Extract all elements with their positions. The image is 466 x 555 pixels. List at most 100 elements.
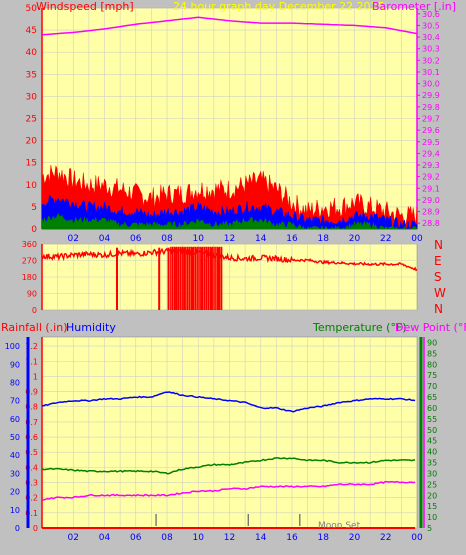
direction-y-tick-label: 270	[22, 257, 37, 266]
rainfall-y-tick-label: 1.2	[25, 342, 38, 351]
wind-y-tick-label: 30	[26, 92, 38, 102]
x-tick-label: 10	[193, 533, 205, 543]
wind-series-wind-minimum	[41, 212, 418, 230]
rainfall-y-tick-label: 0.7	[25, 418, 38, 427]
x-tick-label: 08	[161, 533, 173, 543]
barometer-y-tick-label: 29.4	[422, 149, 440, 158]
x-tick-label: 12	[224, 533, 235, 543]
wind-y-tick-label: 45	[26, 26, 37, 36]
barometer-y-tick-label: 29.7	[422, 115, 440, 124]
direction-y-tick-label: 360	[22, 240, 37, 249]
wind-y-tick-label: 5	[31, 203, 37, 213]
temperature-y-tick-label: 50	[427, 426, 437, 435]
rainfall-y-tick-label: 0	[33, 524, 38, 533]
x-tick-label: 14	[255, 533, 267, 543]
humidity-y-tick-label: 30	[10, 469, 20, 478]
climate-line-humidity	[41, 391, 416, 413]
temperature-y-tick-label: 70	[427, 382, 437, 391]
x-tick-label: 02	[68, 533, 79, 543]
barometer-y-tick-label: 29.5	[422, 138, 440, 147]
windspeed-title: Windspeed [mph]	[36, 0, 134, 13]
barometer-y-tick-label: 29.0	[422, 196, 440, 205]
x-tick-label: 20	[349, 234, 361, 244]
barometer-y-tick-label: 30.0	[422, 80, 440, 89]
x-tick-label: 22	[380, 234, 391, 244]
barometer-title: Barometer [.in]	[372, 0, 456, 13]
temperature-y-tick-label: 65	[427, 393, 437, 402]
compass-labels: N E S W N	[434, 238, 446, 316]
barometer-y-tick-label: 30.3	[422, 45, 440, 54]
humidity-y-tick-label: 70	[10, 397, 20, 406]
temperature-y-tick-label: 20	[427, 491, 437, 500]
x-tick-label: 04	[99, 234, 111, 244]
direction-y-tick-label: 90	[27, 290, 37, 299]
rainfall-title: Rainfall (.in)	[1, 321, 68, 334]
rainfall-y-tick-label: 0.4	[25, 463, 38, 472]
moon-set-annotation: Moon Set	[318, 521, 361, 531]
grid-lines	[42, 7, 417, 529]
x-tick-label: 04	[99, 533, 111, 543]
x-tick-label: 12	[224, 234, 235, 244]
dewpoint-title: Dew Point (°F)	[395, 321, 466, 334]
barometer-y-tick-label: 30.1	[422, 68, 440, 77]
wind-y-tick-label: 0	[31, 225, 37, 235]
climate-line-temperature-f-	[41, 457, 416, 475]
wind-y-tick-label: 15	[26, 159, 37, 169]
wind-y-tick-label: 20	[26, 137, 38, 147]
wind-y-tick-label: 10	[26, 181, 38, 191]
barometer-y-tick-label: 28.8	[422, 219, 440, 228]
temperature-y-tick-label: 40	[427, 448, 437, 457]
rainfall-y-tick-label: 0.9	[25, 388, 38, 397]
series	[41, 16, 418, 529]
wind-y-tick-label: 50	[26, 4, 38, 14]
wind-y-tick-label: 25	[26, 115, 37, 125]
compass-label-n-bottom: N	[434, 302, 443, 316]
x-tick-label: 06	[130, 533, 142, 543]
humidity-y-tick-label: 60	[10, 415, 20, 424]
barometer-y-tick-label: 29.2	[422, 173, 440, 182]
rainfall-y-tick-label: 0.8	[25, 403, 38, 412]
x-tick-label: 00	[411, 533, 423, 543]
barometer-y-tick-label: 29.9	[422, 91, 440, 100]
temperature-y-tick-label: 35	[427, 459, 437, 468]
barometer-line	[41, 16, 418, 36]
temperature-y-tick-label: 30	[427, 469, 437, 478]
barometer-y-tick-label: 30.6	[422, 10, 440, 19]
temperature-y-tick-label: 80	[427, 360, 437, 369]
barometer-y-tick-label: 29.8	[422, 103, 440, 112]
temperature-y-tick-label: 75	[427, 371, 437, 380]
temperature-y-tick-label: 90	[427, 338, 437, 347]
temperature-y-tick-label: 55	[427, 415, 437, 424]
x-tick-label: 06	[130, 234, 142, 244]
barometer-y-tick-label: 28.9	[422, 208, 440, 217]
x-tick-label: 10	[193, 234, 205, 244]
wind-y-tick-label: 40	[26, 48, 38, 58]
temperature-y-tick-label: 45	[427, 437, 437, 446]
x-tick-label: 20	[349, 533, 361, 543]
temperature-y-tick-label: 5	[427, 524, 432, 533]
rainfall-y-tick-label: 1.1	[25, 357, 38, 366]
direction-y-tick-label: 180	[22, 273, 37, 282]
humidity-y-tick-label: 0	[15, 524, 20, 533]
x-tick-label: 18	[318, 533, 330, 543]
x-tick-label: 22	[380, 533, 391, 543]
temperature-y-tick-label: 85	[427, 349, 437, 358]
rainfall-y-tick-label: 0.1	[25, 509, 38, 518]
barometer-y-tick-label: 29.6	[422, 126, 440, 135]
temperature-y-tick-label: 60	[427, 404, 437, 413]
compass-label-n-top: N	[434, 238, 443, 252]
temperature-y-tick-label: 15	[427, 502, 437, 511]
x-tick-label: 08	[161, 234, 173, 244]
rainfall-y-tick-label: 1	[33, 372, 38, 381]
wind-y-tick-label: 35	[26, 70, 37, 80]
rainfall-y-tick-label: 0.2	[25, 494, 38, 503]
climate-line-dew-point-f-	[41, 480, 416, 501]
humidity-y-tick-label: 90	[10, 360, 20, 369]
x-tick-label: 16	[286, 234, 298, 244]
rainfall-y-tick-label: 0.5	[25, 448, 38, 457]
compass-label-w: E	[434, 254, 442, 268]
wind-series-wind-average	[41, 194, 418, 230]
compass-label-s: S	[434, 270, 442, 284]
